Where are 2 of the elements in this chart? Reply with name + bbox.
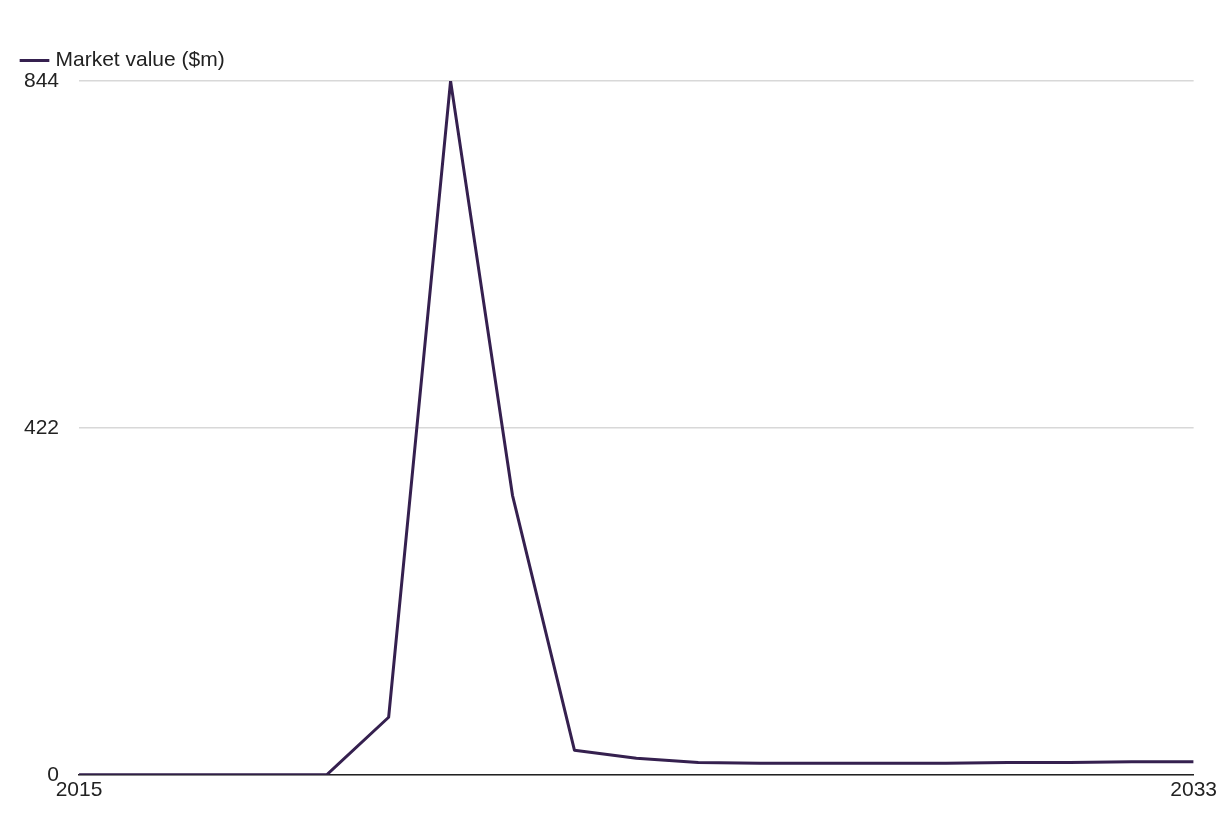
x-tick-label: 2033 (1170, 777, 1217, 801)
y-tick-label: 422 (23, 414, 60, 438)
